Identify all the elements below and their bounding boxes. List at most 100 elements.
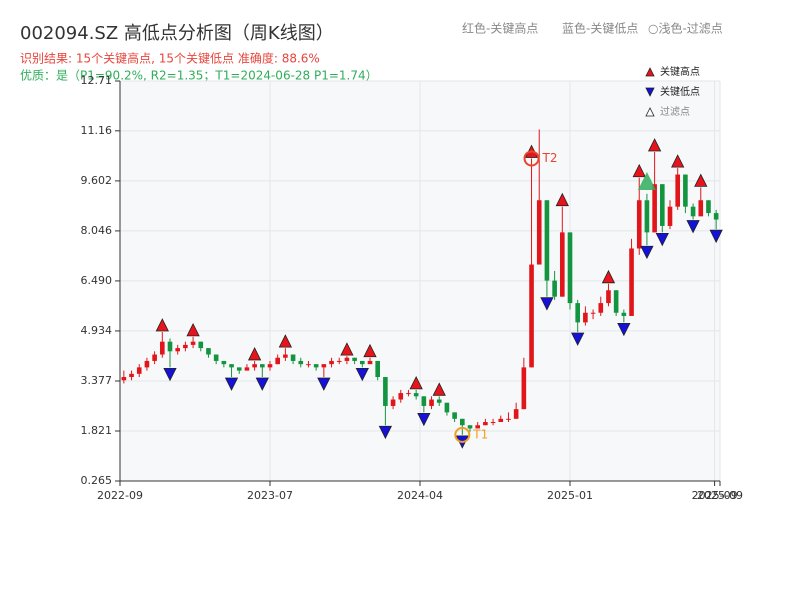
candle-body [313,364,319,368]
candle-body [383,377,388,406]
key-high-marker [186,322,200,337]
key-high-marker [432,382,446,396]
candle-body [275,357,280,365]
candle-body [706,200,711,214]
candle-body [683,174,688,207]
candle-body [667,206,673,226]
y-tick-label: 3.377 [81,374,113,387]
legend-symbol [645,107,655,117]
y-tick-label: 4.934 [81,324,113,337]
key-high-marker [247,347,262,361]
key-low-marker [640,245,654,260]
candle-body [213,354,219,361]
candle-body [660,184,665,226]
legend-symbol [645,87,655,97]
candle-body [283,354,288,358]
candle-body [552,280,557,297]
key-high-marker [555,192,569,207]
candle-body [506,418,511,420]
key-high-marker [409,375,423,390]
candle-body [198,341,204,349]
candle-body [183,344,188,349]
candle-body [160,341,165,355]
key-low-marker [709,229,723,244]
candle-body [329,360,334,365]
candle-body [598,303,604,313]
key-low-marker [255,377,269,391]
candle-body [636,200,642,249]
candle-body [544,200,550,281]
key-low-marker [355,367,369,382]
candle-body [398,393,404,400]
subtitle: 识别结果: 15个关键高点, 15个关键低点 准确度: 88.6% [20,51,320,66]
candle-body [590,312,596,314]
candle-body [344,357,350,361]
annotation-circle [523,150,540,167]
key-low-marker [224,377,239,391]
key-low-marker [571,332,585,346]
candle-body [306,364,311,366]
candle-body [121,377,127,381]
candle-body [367,360,373,365]
candle-body [436,399,442,403]
annotation-label: T1 [472,427,488,441]
candle-body [529,264,534,368]
candle-body [267,364,273,368]
legend-symbol [645,67,655,77]
candle-body [713,213,719,220]
y-tick-label: 9.602 [81,174,113,187]
key-low-marker [317,377,331,391]
candle-body [575,303,580,323]
candle-body [129,373,134,378]
candle-body [690,206,696,217]
x-tick-label: 2025-01 [547,489,593,502]
candle-body [175,348,180,352]
x-tick-label: 2025-09 [692,489,738,502]
candle-body [698,200,704,217]
candle-body [567,232,573,304]
candle-body [560,232,565,297]
key-high-marker [632,163,646,178]
legend-label: 关键高点 [660,65,700,78]
key-low-marker [686,220,700,234]
candle-body [352,357,357,361]
key-high-marker [671,154,685,168]
candle-body [629,248,634,316]
y-tick-label: 1.821 [81,424,113,437]
y-tick-label: 8.046 [81,224,113,237]
candle-body [652,184,657,233]
candle-body [406,393,411,395]
candle-body [221,360,227,365]
candle-body [675,174,680,207]
key-low-marker [540,297,554,311]
candle-body [360,360,365,365]
key-high-marker [694,173,708,187]
candle-body [336,360,342,362]
candle-body [460,418,465,426]
key-high-marker [340,342,354,356]
key-low-marker [163,367,177,382]
candle-body [206,348,211,355]
candle-body [621,312,627,316]
legend-label: 过滤点 [660,105,690,118]
key-high-marker [155,318,169,332]
key-high-marker [278,334,293,348]
annotation-circle [454,426,471,443]
candle-body [375,360,380,378]
candle-body [536,200,542,265]
candle-body [606,290,611,304]
candle-body [229,364,234,368]
y-tick-label: 0.265 [81,474,113,487]
key-low-marker [378,425,393,440]
candle-body [136,367,142,374]
y-tick-label: 6.490 [81,274,113,287]
candle-body [475,425,480,429]
candle-body [413,393,419,397]
candle-body [429,399,434,406]
candle-body [244,367,250,371]
candle-body [290,354,296,361]
x-tick-label: 2023-07 [247,489,293,502]
candle-body [421,396,427,406]
candle-body [152,354,157,361]
